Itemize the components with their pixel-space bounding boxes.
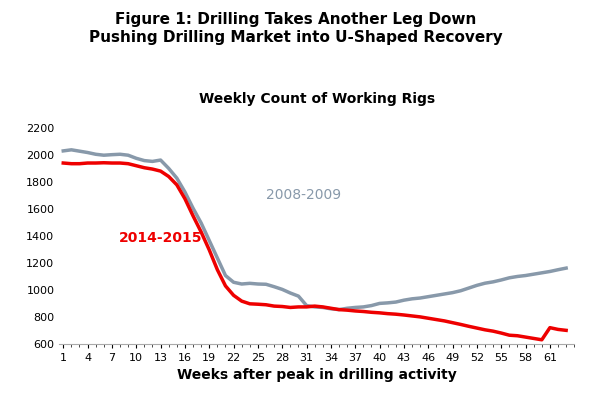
Text: 2014-2015: 2014-2015 [119,231,202,245]
Text: 2008-2009: 2008-2009 [266,189,341,202]
Title: Weekly Count of Working Rigs: Weekly Count of Working Rigs [199,92,435,106]
Text: Figure 1: Drilling Takes Another Leg Down
Pushing Drilling Market into U-Shaped : Figure 1: Drilling Takes Another Leg Dow… [89,12,503,45]
X-axis label: Weeks after peak in drilling activity: Weeks after peak in drilling activity [177,368,456,382]
